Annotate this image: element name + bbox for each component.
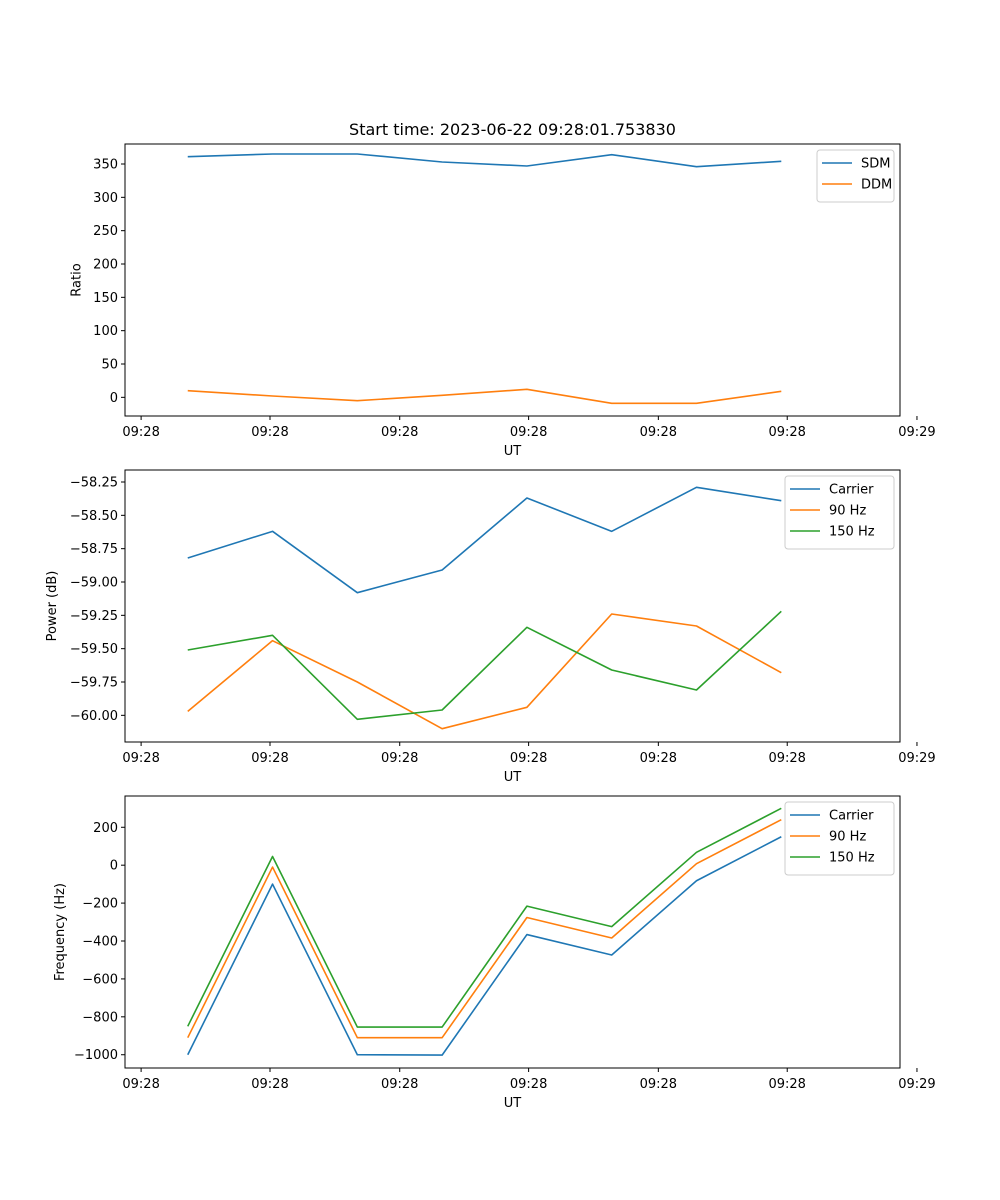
legend-label: SDM [861,157,890,172]
x-tick-label: 09:28 [768,751,805,766]
y-tick-label: 100 [93,324,118,339]
x-tick-label: 09:28 [251,1077,288,1092]
legend-label: 90 Hz [829,830,866,845]
x-tick-label: 09:28 [381,1077,418,1092]
x-tick-label: 09:28 [510,425,547,440]
chart-panel-2: 09:28 09:28 09:28 09:28 09:28 09:28 09:29 −60.0… [45,469,936,785]
y-tick-label: −59.25 [70,609,118,624]
chart-panel-1: 09:28 09:28 09:28 09:28 09:28 09:28 09:29 0 50 10… [69,143,936,459]
series-line-150-hz [187,610,782,721]
plot-area [124,143,901,417]
x-tick-label: 09:28 [640,425,677,440]
y-tick-label: 50 [101,358,118,373]
x-tick-label: 09:28 [122,751,159,766]
plot-area [124,469,901,743]
y-axis-label: Frequency (Hz) [53,883,68,981]
x-tick-label: 09:29 [898,751,935,766]
series-line-90-hz [187,818,782,1039]
figure-title: Start time: 2023-06-22 09:28:01.753830 [349,120,676,139]
x-tick-label: 09:28 [640,751,677,766]
legend-label: Carrier [829,483,874,498]
y-tick-label: −60.00 [70,709,118,724]
legend-label: 150 Hz [829,851,875,866]
x-tick-label: 09:28 [510,1077,547,1092]
series-line-carrier [187,486,782,594]
x-tick-label: 09:28 [510,751,547,766]
x-tick-label: 09:29 [898,1077,935,1092]
legend: SDM DDM [816,149,895,203]
x-axis-label: UT [504,1096,522,1111]
y-tick-label: −59.75 [70,676,118,691]
legend: Carrier 90 Hz 150 Hz [784,801,895,876]
legend-label: 150 Hz [829,525,875,540]
x-tick-label: 09:28 [768,425,805,440]
series-line-carrier [187,836,782,1056]
y-tick-label: 200 [93,258,118,273]
x-tick-label: 09:28 [251,751,288,766]
y-tick-label: −59.00 [70,576,118,591]
x-tick-label: 09:28 [251,425,288,440]
y-tick-label: 350 [93,158,118,173]
series-line-ddm [187,388,782,405]
y-tick-label: −1000 [74,1048,118,1063]
chart-panel-3: 09:28 09:28 09:28 09:28 09:28 09:28 09:29 −1000… [53,795,936,1111]
x-tick-label: 09:28 [122,425,159,440]
y-tick-label: −400 [82,935,118,950]
y-tick-label: −800 [82,1010,118,1025]
x-tick-label: 09:28 [381,425,418,440]
y-axis-label: Ratio [69,263,84,296]
y-tick-label: −58.50 [70,509,118,524]
x-tick-label: 09:28 [381,751,418,766]
y-tick-label: −58.25 [70,476,118,491]
y-tick-label: 250 [93,224,118,239]
x-tick-label: 09:28 [768,1077,805,1092]
chart-panels: 09:28 09:28 09:28 09:28 09:28 09:28 09:29 0 50 10… [45,143,936,1111]
y-tick-label: −600 [82,972,118,987]
series-line-sdm [187,153,782,168]
y-tick-label: 0 [110,859,118,874]
x-tick-label: 09:28 [640,1077,677,1092]
y-tick-label: 300 [93,191,118,206]
plot-area [124,795,901,1069]
series-line-90-hz [187,613,782,730]
y-tick-label: −200 [82,897,118,912]
y-tick-label: 0 [110,391,118,406]
y-tick-label: −59.50 [70,642,118,657]
y-axis-label: Power (dB) [45,571,60,642]
legend: Carrier 90 Hz 150 Hz [784,475,895,550]
y-tick-label: 150 [93,291,118,306]
y-tick-label: −58.75 [70,542,118,557]
series-line-150-hz [187,807,782,1028]
x-axis-label: UT [504,770,522,785]
legend-label: Carrier [829,809,874,824]
y-tick-label: 200 [93,821,118,836]
legend-label: 90 Hz [829,504,866,519]
legend-label: DDM [861,178,892,193]
x-tick-label: 09:29 [898,425,935,440]
x-tick-label: 09:28 [122,1077,159,1092]
x-axis-label: UT [504,444,522,459]
